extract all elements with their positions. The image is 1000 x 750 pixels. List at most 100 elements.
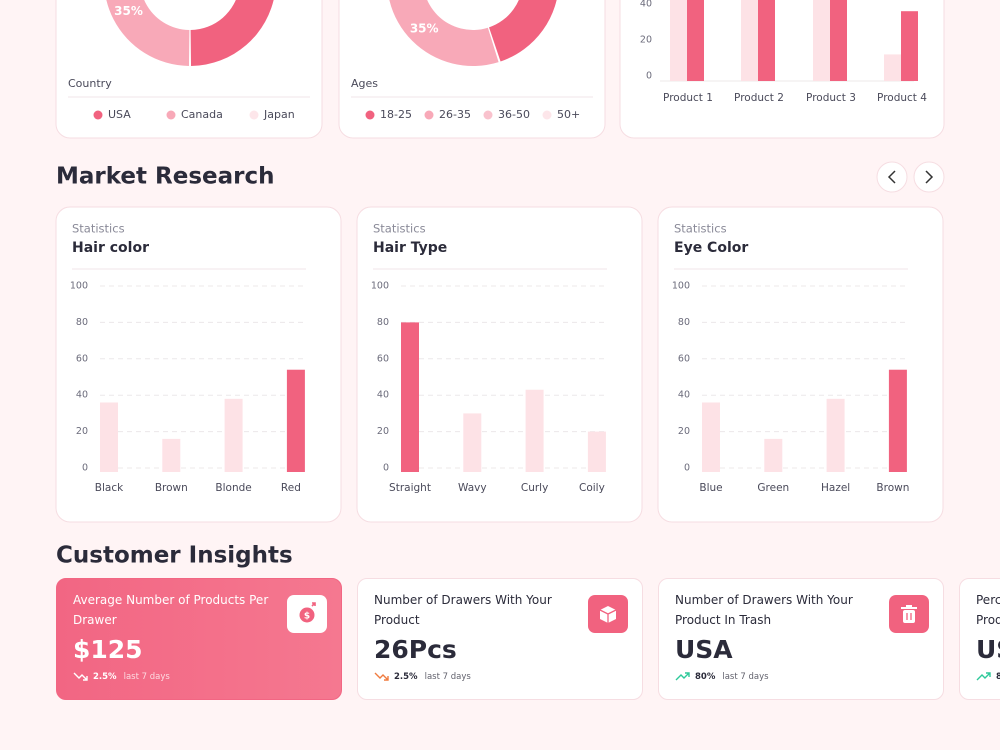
y-tick-label: 20 xyxy=(76,426,88,437)
prev-button[interactable] xyxy=(876,161,908,193)
y-tick-label: 100 xyxy=(70,281,88,292)
x-tick-label: Blue xyxy=(699,482,722,494)
y-tick-label: 100 xyxy=(672,281,690,292)
insight-value: $125 xyxy=(73,635,143,664)
donut-segment xyxy=(489,0,557,62)
insight-card[interactable]: Number of Drawers With Your Product In T… xyxy=(658,578,944,700)
y-tick-label: 80 xyxy=(377,317,389,328)
legend-swatch xyxy=(249,110,259,120)
insight-title: Average Number of Products Per Drawer xyxy=(73,593,269,627)
insight-period: last 7 days xyxy=(722,671,769,682)
x-tick-label: Red xyxy=(281,482,301,494)
bar xyxy=(670,0,687,81)
insight-value: USA xyxy=(675,635,733,664)
x-tick-label: Product 3 xyxy=(806,92,856,104)
insight-card[interactable]: Number of Drawers With Your Product 26Pcs… xyxy=(357,578,643,700)
x-tick-label: Blonde xyxy=(215,482,251,494)
insight-value: 26Pcs xyxy=(374,635,457,664)
bar xyxy=(100,402,118,472)
insight-period: last 7 days xyxy=(424,671,471,682)
legend-swatch xyxy=(542,110,552,120)
donut-segment xyxy=(190,0,274,66)
section-title: Customer Insights xyxy=(56,543,293,569)
bar xyxy=(687,0,704,81)
bar xyxy=(813,0,830,81)
trend-arrow xyxy=(73,672,88,681)
insight-trend: 2.5% last 7 days xyxy=(73,671,170,682)
legend-label: Canada xyxy=(181,108,223,121)
insight-change: 2.5% xyxy=(93,671,117,682)
y-tick-label: 20 xyxy=(640,35,652,46)
legend-swatch xyxy=(424,110,434,120)
y-tick-label: 40 xyxy=(640,0,652,10)
insight-change: 80% xyxy=(996,671,1000,682)
insight-trend: 80% last 7 days xyxy=(675,671,769,682)
legend-label: 36-50 xyxy=(498,108,530,121)
bar xyxy=(224,398,243,472)
x-tick-label: Product 4 xyxy=(877,92,927,104)
insight-change: 80% xyxy=(695,671,716,682)
y-tick-label: 40 xyxy=(377,390,389,401)
chart-title: Ages xyxy=(351,77,378,90)
legend-label: 50+ xyxy=(557,108,580,121)
legend-swatch xyxy=(365,110,375,120)
bar xyxy=(884,54,901,81)
bar xyxy=(286,369,305,472)
y-tick-label: 100 xyxy=(371,281,389,292)
insight-card[interactable]: Percentage of Drawers With Your Product U… xyxy=(959,578,1000,700)
x-tick-label: Wavy xyxy=(458,482,487,494)
bar xyxy=(702,402,720,472)
chart-subtitle: Statistics xyxy=(674,222,727,236)
insight-title: Percentage of Drawers With Your Product xyxy=(976,593,1000,627)
y-tick-label: 60 xyxy=(678,353,690,364)
chart-subtitle: Statistics xyxy=(72,222,125,236)
bar xyxy=(401,322,419,472)
insight-period: last 7 days xyxy=(123,671,170,682)
y-tick-label: 0 xyxy=(82,463,88,474)
bar xyxy=(758,0,775,81)
insight-card[interactable]: Average Number of Products Per Drawer $ $1… xyxy=(56,578,342,700)
next-button[interactable] xyxy=(913,161,945,193)
legend-swatch xyxy=(166,110,176,120)
chart-title: Hair color xyxy=(72,240,149,256)
bar xyxy=(888,369,907,472)
bar xyxy=(463,413,482,472)
trend-arrow xyxy=(374,672,389,681)
chart-title: Hair Type xyxy=(373,240,447,256)
x-tick-label: Black xyxy=(95,482,124,494)
bar xyxy=(525,389,544,472)
bar xyxy=(162,438,181,472)
y-tick-label: 80 xyxy=(76,317,88,328)
legend-swatch xyxy=(483,110,493,120)
y-tick-label: 0 xyxy=(646,71,652,82)
insight-value: USA xyxy=(976,635,1000,664)
legend-swatch xyxy=(93,110,103,120)
x-tick-label: Coily xyxy=(579,482,605,494)
x-tick-label: Brown xyxy=(155,482,188,494)
trend-arrow xyxy=(675,672,690,681)
y-tick-label: 40 xyxy=(76,390,88,401)
y-tick-label: 80 xyxy=(678,317,690,328)
svg-text:$: $ xyxy=(304,612,310,622)
bar xyxy=(741,0,758,81)
trend-arrow xyxy=(976,672,991,681)
y-tick-label: 60 xyxy=(377,353,389,364)
insight-title: Number of Drawers With Your Product In T… xyxy=(675,593,853,627)
section-title: Market Research xyxy=(56,164,275,190)
insight-trend: 80%last 7 days xyxy=(976,671,1000,682)
chart-title: Eye Color xyxy=(674,240,748,256)
insight-trend: 2.5% last 7 days xyxy=(374,671,471,682)
y-tick-label: 60 xyxy=(76,353,88,364)
insight-icon xyxy=(588,595,628,633)
y-tick-label: 20 xyxy=(678,426,690,437)
y-tick-label: 0 xyxy=(383,463,389,474)
x-tick-label: Hazel xyxy=(821,482,850,494)
bar xyxy=(764,438,783,472)
insight-icon xyxy=(889,595,929,633)
insight-title: Number of Drawers With Your Product xyxy=(374,593,552,627)
chart-subtitle: Statistics xyxy=(373,222,426,236)
x-tick-label: Product 1 xyxy=(663,92,713,104)
insight-icon: $ xyxy=(287,595,327,633)
y-tick-label: 0 xyxy=(684,463,690,474)
